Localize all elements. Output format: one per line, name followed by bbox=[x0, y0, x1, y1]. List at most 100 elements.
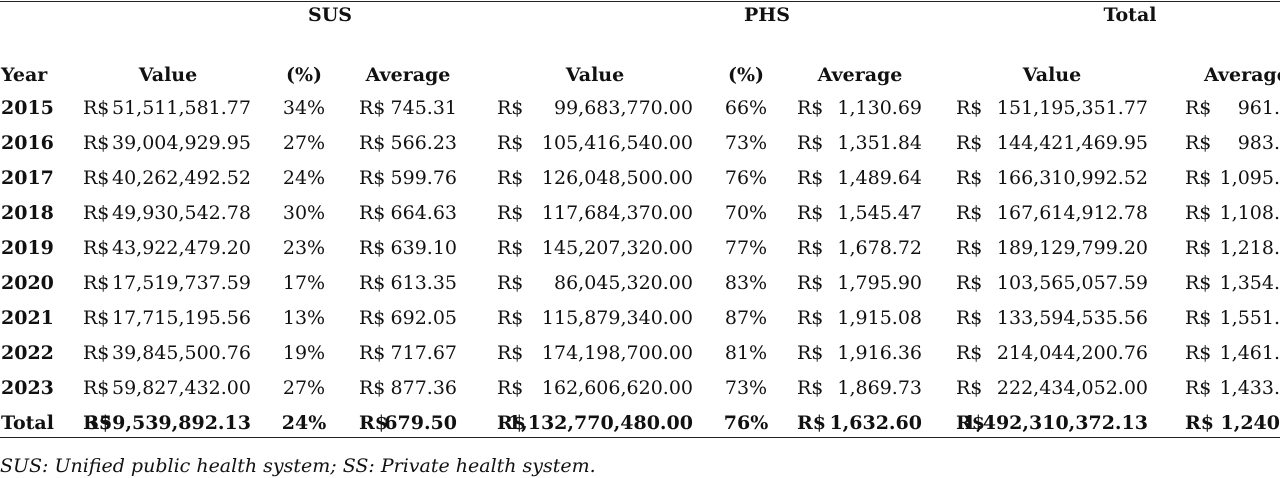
cell-year: 2019 bbox=[1, 237, 54, 259]
cell-sus-pct: 19% bbox=[282, 342, 326, 364]
cell-sus-avg: 745.31 bbox=[390, 97, 457, 119]
cell-total-avg: 1,354. bbox=[1219, 272, 1280, 294]
currency-symbol: R$ bbox=[359, 202, 386, 224]
currency-symbol: R$ bbox=[497, 167, 524, 189]
currency-symbol: R$ bbox=[797, 272, 824, 294]
cell-year: 2015 bbox=[1, 97, 54, 119]
cell-total-avg: 1,461. bbox=[1219, 342, 1280, 364]
currency-symbol: R$ bbox=[83, 132, 110, 154]
currency-symbol: R$ bbox=[497, 377, 524, 399]
currency-symbol: R$ bbox=[497, 272, 524, 294]
cell-sus-avg: 692.05 bbox=[390, 307, 457, 329]
currency-symbol: R$ bbox=[83, 167, 110, 189]
currency-symbol: R$ bbox=[1185, 167, 1212, 189]
cell-phs-avg: 1,130.69 bbox=[837, 97, 922, 119]
cell-total-avg: 1,218. bbox=[1219, 237, 1280, 259]
cell-phs-avg: 1,351.84 bbox=[837, 132, 922, 154]
cell-phs-pct: 73% bbox=[724, 132, 768, 154]
top-rule bbox=[0, 1, 1280, 2]
column-header-total-value: Value bbox=[1022, 64, 1082, 86]
currency-symbol: R$ bbox=[797, 237, 824, 259]
cell-sus-value: 59,827,432.00 bbox=[111, 377, 251, 399]
currency-symbol: R$ bbox=[359, 377, 386, 399]
cell-total-value: 144,421,469.95 bbox=[996, 132, 1148, 154]
cell-phs-avg: 1,489.64 bbox=[837, 167, 922, 189]
cell-phs-value: 126,048,500.00 bbox=[541, 167, 693, 189]
cell-total-value: 189,129,799.20 bbox=[996, 237, 1148, 259]
currency-symbol: R$ bbox=[956, 167, 983, 189]
currency-symbol: R$ bbox=[83, 377, 110, 399]
group-header-total: Total bbox=[1103, 4, 1157, 26]
currency-symbol: R$ bbox=[956, 97, 983, 119]
cell-phs-pct: 76% bbox=[723, 412, 769, 434]
cell-phs-value: 145,207,320.00 bbox=[541, 237, 693, 259]
currency-symbol: R$ bbox=[956, 202, 983, 224]
currency-symbol: R$ bbox=[797, 377, 824, 399]
cell-phs-value: 105,416,540.00 bbox=[541, 132, 693, 154]
cell-sus-pct: 27% bbox=[282, 377, 326, 399]
currency-symbol: R$ bbox=[83, 237, 110, 259]
currency-symbol: R$ bbox=[1185, 342, 1212, 364]
cell-phs-value: 86,045,320.00 bbox=[553, 272, 693, 294]
column-header-sus-average: Average bbox=[365, 64, 451, 86]
currency-symbol: R$ bbox=[83, 307, 110, 329]
currency-symbol: R$ bbox=[797, 97, 824, 119]
column-header-sus-pct: (%) bbox=[285, 64, 323, 86]
currency-symbol: R$ bbox=[1185, 377, 1212, 399]
group-header-phs: PHS bbox=[744, 4, 790, 26]
cell-year: 2022 bbox=[1, 342, 54, 364]
cell-total-value: 214,044,200.76 bbox=[996, 342, 1148, 364]
currency-symbol: R$ bbox=[359, 272, 386, 294]
cell-total-avg: 961. bbox=[1237, 97, 1280, 119]
currency-symbol: R$ bbox=[797, 167, 824, 189]
cell-total-avg: 1,433. bbox=[1219, 377, 1280, 399]
currency-symbol: R$ bbox=[83, 97, 110, 119]
cell-sus-pct: 27% bbox=[282, 132, 326, 154]
cell-sus-avg: 613.35 bbox=[390, 272, 457, 294]
cell-total-value: 167,614,912.78 bbox=[996, 202, 1148, 224]
cell-sus-pct: 13% bbox=[282, 307, 326, 329]
currency-symbol: R$ bbox=[956, 132, 983, 154]
currency-symbol: R$ bbox=[359, 97, 386, 119]
currency-symbol: R$ bbox=[83, 272, 110, 294]
cell-sus-value: 17,519,737.59 bbox=[111, 272, 251, 294]
column-header-phs-pct: (%) bbox=[727, 64, 765, 86]
currency-symbol: R$ bbox=[497, 237, 524, 259]
currency-symbol: R$ bbox=[1185, 307, 1212, 329]
cell-sus-avg: 877.36 bbox=[390, 377, 457, 399]
cell-total-value: 133,594,535.56 bbox=[996, 307, 1148, 329]
currency-symbol: R$ bbox=[1185, 132, 1212, 154]
cell-sus-pct: 17% bbox=[282, 272, 326, 294]
cell-phs-pct: 66% bbox=[724, 97, 768, 119]
cell-phs-avg: 1,916.36 bbox=[837, 342, 922, 364]
cell-total-avg: 1,551. bbox=[1219, 307, 1280, 329]
cell-phs-pct: 77% bbox=[724, 237, 768, 259]
currency-symbol: R$ bbox=[1185, 97, 1212, 119]
column-header-phs-average: Average bbox=[817, 64, 903, 86]
currency-symbol: R$ bbox=[359, 167, 386, 189]
cell-sus-value: 39,845,500.76 bbox=[111, 342, 251, 364]
currency-symbol: R$ bbox=[1185, 412, 1215, 434]
cell-sus-value: 40,262,492.52 bbox=[111, 167, 251, 189]
currency-symbol: R$ bbox=[497, 342, 524, 364]
group-header-sus: SUS bbox=[307, 4, 353, 26]
cell-year: 2016 bbox=[1, 132, 54, 154]
currency-symbol: R$ bbox=[956, 237, 983, 259]
cell-phs-value: 99,683,770.00 bbox=[553, 97, 693, 119]
currency-symbol: R$ bbox=[956, 412, 986, 434]
currency-symbol: R$ bbox=[797, 307, 824, 329]
currency-symbol: R$ bbox=[83, 412, 113, 434]
column-header-year: Year bbox=[1, 64, 48, 86]
currency-symbol: R$ bbox=[497, 202, 524, 224]
cell-phs-pct: 87% bbox=[724, 307, 768, 329]
cell-phs-value: 115,879,340.00 bbox=[541, 307, 693, 329]
currency-symbol: R$ bbox=[359, 132, 386, 154]
currency-symbol: R$ bbox=[497, 412, 527, 434]
cell-phs-avg: 1,545.47 bbox=[837, 202, 922, 224]
cell-total-value: 151,195,351.77 bbox=[996, 97, 1148, 119]
currency-symbol: R$ bbox=[83, 342, 110, 364]
column-header-total-average: Average bbox=[1204, 64, 1280, 86]
cell-sus-avg: 566.23 bbox=[390, 132, 457, 154]
cell-sus-pct: 24% bbox=[282, 167, 326, 189]
currency-symbol: R$ bbox=[1185, 202, 1212, 224]
